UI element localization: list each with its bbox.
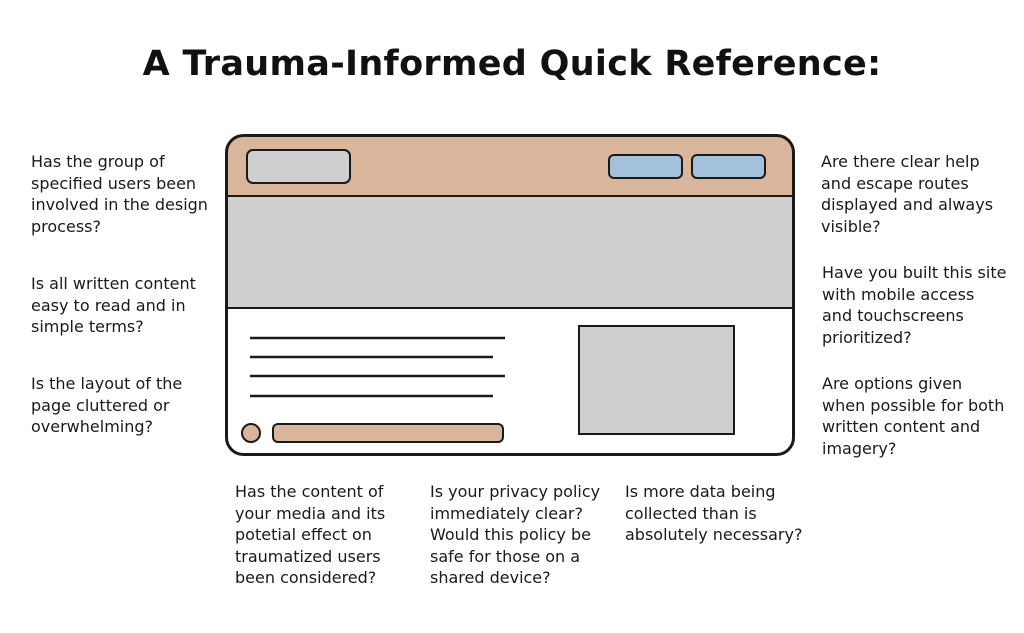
question-data-collection: Is more data being collected than is abs… (625, 482, 803, 544)
nav-button-1 (608, 154, 683, 179)
website-wireframe (225, 134, 795, 456)
wireframe-hero-banner (226, 196, 794, 308)
page-title: A Trauma-Informed Quick Reference: (142, 44, 882, 84)
question-user-involvement: Has the group of specified users been in… (31, 152, 208, 236)
logo-placeholder (246, 149, 351, 184)
browser-frame (225, 134, 795, 456)
question-readability: Is all written content easy to read and … (31, 274, 196, 336)
question-privacy-policy: Is your privacy policy immediately clear… (430, 482, 601, 587)
question-help-escape-routes: Are there clear help and escape routes d… (821, 152, 994, 236)
footer-dot (241, 423, 261, 443)
question-media-content: Has the content of your media and its po… (235, 482, 386, 587)
question-mobile-access: Have you built this site with mobile acc… (822, 263, 1007, 347)
question-layout-clutter: Is the layout of the page cluttered or o… (31, 374, 183, 436)
question-content-options: Are options given when possible for both… (822, 374, 1005, 458)
nav-button-2 (691, 154, 766, 179)
footer-bar (272, 423, 504, 443)
image-placeholder (578, 325, 735, 435)
